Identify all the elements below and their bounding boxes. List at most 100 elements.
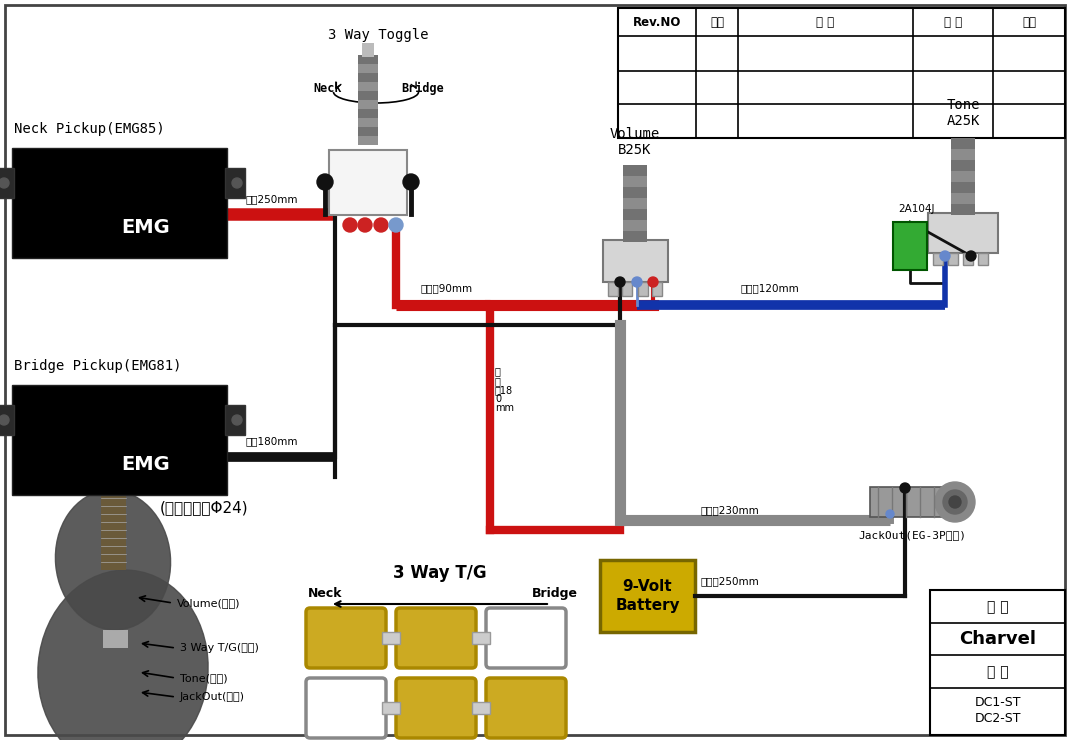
Bar	[358, 55, 378, 64]
FancyBboxPatch shape	[396, 678, 476, 738]
Text: 3 Way Toggle: 3 Way Toggle	[327, 28, 428, 42]
Bar	[951, 204, 975, 215]
Text: 蓝线镵120mm: 蓝线镵120mm	[740, 283, 798, 293]
Text: JackOut(EG-3P插座): JackOut(EG-3P插座)	[858, 530, 966, 540]
Bar	[600, 560, 696, 632]
Circle shape	[648, 277, 658, 287]
Text: 红
线
镵18
0
mm: 红 线 镵18 0 mm	[495, 366, 514, 414]
Bar	[472, 632, 490, 644]
Bar	[963, 253, 973, 265]
Circle shape	[343, 218, 357, 232]
Bar	[101, 490, 126, 570]
Bar	[951, 182, 975, 193]
Bar	[948, 253, 958, 265]
Text: Neck: Neck	[308, 587, 342, 600]
Text: Volume(音量): Volume(音量)	[177, 598, 241, 608]
Bar	[362, 43, 374, 57]
Text: 客 户: 客 户	[987, 600, 1008, 614]
Bar	[638, 282, 648, 296]
Text: Tone
A25K: Tone A25K	[946, 98, 980, 128]
Bar	[12, 148, 227, 258]
Bar	[382, 702, 400, 714]
Bar	[978, 253, 988, 265]
Bar	[0, 405, 14, 435]
Circle shape	[943, 490, 967, 514]
Circle shape	[0, 415, 9, 425]
Text: 9-Volt
Battery: 9-Volt Battery	[615, 579, 679, 613]
Text: DC1-ST: DC1-ST	[975, 696, 1021, 708]
Ellipse shape	[37, 570, 209, 740]
Text: 型 号: 型 号	[987, 665, 1008, 679]
Bar	[608, 282, 618, 296]
Bar	[382, 632, 400, 644]
Text: 黑线镵250mm: 黑线镵250mm	[700, 576, 759, 586]
Circle shape	[389, 218, 403, 232]
Circle shape	[949, 496, 961, 508]
Circle shape	[941, 251, 950, 261]
Bar	[623, 176, 647, 187]
Bar	[96, 460, 131, 495]
Bar	[951, 193, 975, 204]
Bar	[358, 127, 378, 136]
Bar	[928, 213, 998, 253]
FancyBboxPatch shape	[306, 608, 386, 668]
FancyBboxPatch shape	[306, 678, 386, 738]
Bar	[358, 91, 378, 100]
Circle shape	[358, 218, 372, 232]
Text: 2A104J: 2A104J	[898, 204, 934, 214]
Text: 位置: 位置	[710, 16, 724, 29]
Circle shape	[900, 483, 910, 493]
Bar	[951, 149, 975, 160]
Text: Bridge Pickup(EMG81): Bridge Pickup(EMG81)	[14, 359, 182, 373]
FancyBboxPatch shape	[396, 608, 476, 668]
Text: 红线镵90mm: 红线镵90mm	[421, 283, 472, 293]
Text: Bridge: Bridge	[532, 587, 578, 600]
Bar	[328, 150, 407, 215]
Text: EMG: EMG	[121, 454, 170, 474]
Circle shape	[886, 510, 895, 518]
Text: Tone(音色): Tone(音色)	[180, 673, 228, 683]
Text: 黑线180mm: 黑线180mm	[245, 437, 297, 446]
Bar	[623, 231, 647, 242]
FancyBboxPatch shape	[486, 678, 566, 738]
Bar	[870, 487, 950, 517]
Text: 红线250mm: 红线250mm	[245, 194, 297, 204]
Text: Rev.NO: Rev.NO	[632, 16, 682, 29]
Bar	[618, 8, 1065, 138]
Bar	[951, 171, 975, 182]
Circle shape	[232, 178, 242, 188]
Text: 日 期: 日 期	[944, 16, 962, 29]
Bar	[623, 187, 647, 198]
Bar	[358, 100, 378, 109]
Circle shape	[632, 277, 642, 287]
Bar	[930, 590, 1065, 735]
Text: Volume
B25K: Volume B25K	[610, 127, 660, 157]
Text: Neck Pickup(EMG85): Neck Pickup(EMG85)	[14, 122, 165, 136]
Text: 3 Way T/G(档位): 3 Way T/G(档位)	[180, 643, 259, 653]
Text: Charvel: Charvel	[959, 630, 1036, 648]
Bar	[358, 64, 378, 73]
Ellipse shape	[56, 490, 170, 630]
Circle shape	[935, 482, 975, 522]
Bar	[472, 702, 490, 714]
Bar	[623, 198, 647, 209]
Bar	[933, 253, 943, 265]
Bar	[358, 109, 378, 118]
Text: Bridge: Bridge	[401, 81, 444, 95]
Text: 备注: 备注	[1022, 16, 1036, 29]
Circle shape	[317, 174, 333, 190]
Circle shape	[966, 251, 976, 261]
Text: DC2-ST: DC2-ST	[975, 711, 1021, 724]
Bar	[225, 168, 245, 198]
Bar	[358, 118, 378, 127]
Bar	[603, 240, 668, 282]
Bar	[103, 630, 128, 648]
Circle shape	[0, 178, 9, 188]
Circle shape	[615, 277, 625, 287]
Bar	[951, 160, 975, 171]
Bar	[0, 168, 14, 198]
Text: JackOut(插座): JackOut(插座)	[180, 692, 245, 702]
Bar	[951, 138, 975, 149]
Circle shape	[232, 415, 242, 425]
Bar	[358, 82, 378, 91]
